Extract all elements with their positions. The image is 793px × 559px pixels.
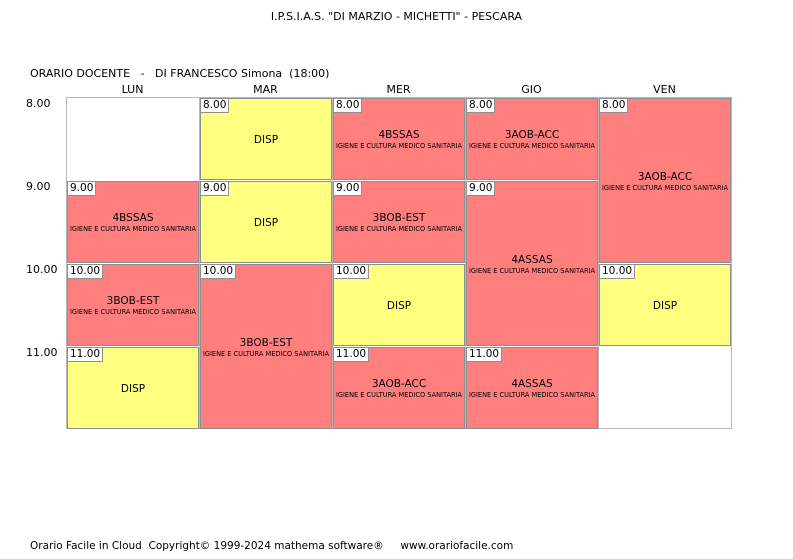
lesson-content: 3AOB-ACC IGIENE E CULTURA MEDICO SANITARI… — [334, 378, 464, 400]
lesson-start-time: 11.00 — [334, 348, 370, 362]
lesson-start-time: 9.00 — [334, 182, 363, 196]
lesson-class-label: 3AOB-ACC — [504, 129, 560, 141]
grid-divider — [332, 97, 333, 429]
lesson-block[interactable]: 8.00 DISP — [200, 98, 332, 180]
lesson-content: 3AOB-ACC IGIENE E CULTURA MEDICO SANITARI… — [467, 129, 597, 151]
day-header-gio: GIO — [521, 83, 542, 96]
lesson-class-label: 4ASSAS — [511, 378, 553, 390]
lesson-start-time: 10.00 — [201, 265, 237, 279]
lesson-content: DISP — [201, 217, 331, 230]
lesson-block[interactable]: 8.00 4BSSAS IGIENE E CULTURA MEDICO SANITA… — [333, 98, 465, 180]
lesson-class-label: 4ASSAS — [511, 254, 553, 266]
lesson-class-label: DISP — [386, 300, 412, 312]
lesson-content: 3BOB-EST IGIENE E CULTURA MEDICO SANITARI… — [68, 295, 198, 317]
lesson-content: 4ASSAS IGIENE E CULTURA MEDICO SANITARIA — [467, 378, 597, 400]
footer-copyright: Orario Facile in Cloud Copyright© 1999-2… — [30, 540, 514, 552]
lesson-class-label: DISP — [253, 217, 279, 229]
lesson-start-time: 11.00 — [467, 348, 503, 362]
lesson-subject-label: IGIENE E CULTURA MEDICO SANITARIA — [69, 225, 197, 233]
hour-label: 11.00 — [26, 346, 58, 359]
lesson-class-label: 3BOB-EST — [106, 295, 160, 307]
day-header-ven: VEN — [653, 83, 676, 96]
lesson-content: DISP — [68, 383, 198, 396]
lesson-content: 3BOB-EST IGIENE E CULTURA MEDICO SANITARI… — [201, 337, 331, 359]
lesson-class-label: 4BSSAS — [112, 212, 154, 224]
hour-label: 10.00 — [26, 263, 58, 276]
lesson-subject-label: IGIENE E CULTURA MEDICO SANITARIA — [601, 184, 729, 192]
grid-divider — [199, 97, 200, 429]
lesson-content: 4BSSAS IGIENE E CULTURA MEDICO SANITARIA — [68, 212, 198, 234]
lesson-subject-label: IGIENE E CULTURA MEDICO SANITARIA — [468, 142, 596, 150]
lesson-class-label: DISP — [120, 383, 146, 395]
lesson-subject-label: IGIENE E CULTURA MEDICO SANITARIA — [335, 391, 463, 399]
lesson-class-label: 3BOB-EST — [372, 212, 426, 224]
lesson-block[interactable]: 9.00 4ASSAS IGIENE E CULTURA MEDICO SANITA… — [466, 181, 598, 346]
lesson-content: DISP — [334, 300, 464, 313]
lesson-block[interactable]: 9.00 3BOB-EST IGIENE E CULTURA MEDICO SANI… — [333, 181, 465, 263]
lesson-subject-label: IGIENE E CULTURA MEDICO SANITARIA — [335, 225, 463, 233]
lesson-subject-label: IGIENE E CULTURA MEDICO SANITARIA — [69, 308, 197, 316]
lesson-block[interactable]: 9.00 DISP — [200, 181, 332, 263]
lesson-block[interactable]: 8.00 3AOB-ACC IGIENE E CULTURA MEDICO SANI… — [599, 98, 731, 263]
lesson-start-time: 10.00 — [68, 265, 104, 279]
lesson-content: DISP — [201, 134, 331, 147]
lesson-start-time: 8.00 — [334, 99, 363, 113]
grid-divider — [465, 97, 466, 429]
lesson-content: 3BOB-EST IGIENE E CULTURA MEDICO SANITARI… — [334, 212, 464, 234]
school-title: I.P.S.I.A.S. "DI MARZIO - MICHETTI" - PE… — [270, 10, 523, 23]
lesson-subject-label: IGIENE E CULTURA MEDICO SANITARIA — [468, 267, 596, 275]
lesson-subject-label: IGIENE E CULTURA MEDICO SANITARIA — [202, 350, 330, 358]
day-header-lun: LUN — [121, 83, 144, 96]
lesson-subject-label: IGIENE E CULTURA MEDICO SANITARIA — [468, 391, 596, 399]
lesson-block[interactable]: 11.00 4ASSAS IGIENE E CULTURA MEDICO SANIT… — [466, 347, 598, 429]
grid-divider — [598, 97, 599, 429]
day-header-mer: MER — [386, 83, 411, 96]
lesson-class-label: DISP — [652, 300, 678, 312]
lesson-start-time: 9.00 — [467, 182, 496, 196]
lesson-block[interactable]: 9.00 4BSSAS IGIENE E CULTURA MEDICO SANITA… — [67, 181, 199, 263]
teacher-schedule-title: ORARIO DOCENTE - DI FRANCESCO Simona (18… — [30, 67, 330, 80]
lesson-start-time: 11.00 — [68, 348, 104, 362]
lesson-start-time: 9.00 — [68, 182, 97, 196]
lesson-block[interactable]: 10.00 3BOB-EST IGIENE E CULTURA MEDICO SAN… — [67, 264, 199, 346]
lesson-start-time: 10.00 — [334, 265, 370, 279]
hour-label: 8.00 — [26, 97, 51, 110]
lesson-start-time: 8.00 — [201, 99, 230, 113]
hour-label: 9.00 — [26, 180, 51, 193]
day-header-mar: MAR — [253, 83, 278, 96]
lesson-block[interactable]: 11.00 DISP — [67, 347, 199, 429]
lesson-start-time: 10.00 — [600, 265, 636, 279]
lesson-class-label: DISP — [253, 134, 279, 146]
lesson-start-time: 8.00 — [600, 99, 629, 113]
lesson-content: 3AOB-ACC IGIENE E CULTURA MEDICO SANITARI… — [600, 171, 730, 193]
lesson-content: 4BSSAS IGIENE E CULTURA MEDICO SANITARIA — [334, 129, 464, 151]
lesson-block[interactable]: 10.00 DISP — [599, 264, 731, 346]
lesson-block[interactable]: 11.00 3AOB-ACC IGIENE E CULTURA MEDICO SAN… — [333, 347, 465, 429]
lesson-content: 4ASSAS IGIENE E CULTURA MEDICO SANITARIA — [467, 254, 597, 276]
lesson-content: DISP — [600, 300, 730, 313]
lesson-subject-label: IGIENE E CULTURA MEDICO SANITARIA — [335, 142, 463, 150]
lesson-block[interactable]: 8.00 3AOB-ACC IGIENE E CULTURA MEDICO SANI… — [466, 98, 598, 180]
lesson-start-time: 8.00 — [467, 99, 496, 113]
lesson-block[interactable]: 10.00 DISP — [333, 264, 465, 346]
lesson-class-label: 3BOB-EST — [239, 337, 293, 349]
lesson-class-label: 3AOB-ACC — [637, 171, 693, 183]
lesson-block[interactable]: 10.00 3BOB-EST IGIENE E CULTURA MEDICO SAN… — [200, 264, 332, 429]
lesson-class-label: 3AOB-ACC — [371, 378, 427, 390]
lesson-class-label: 4BSSAS — [378, 129, 420, 141]
lesson-start-time: 9.00 — [201, 182, 230, 196]
